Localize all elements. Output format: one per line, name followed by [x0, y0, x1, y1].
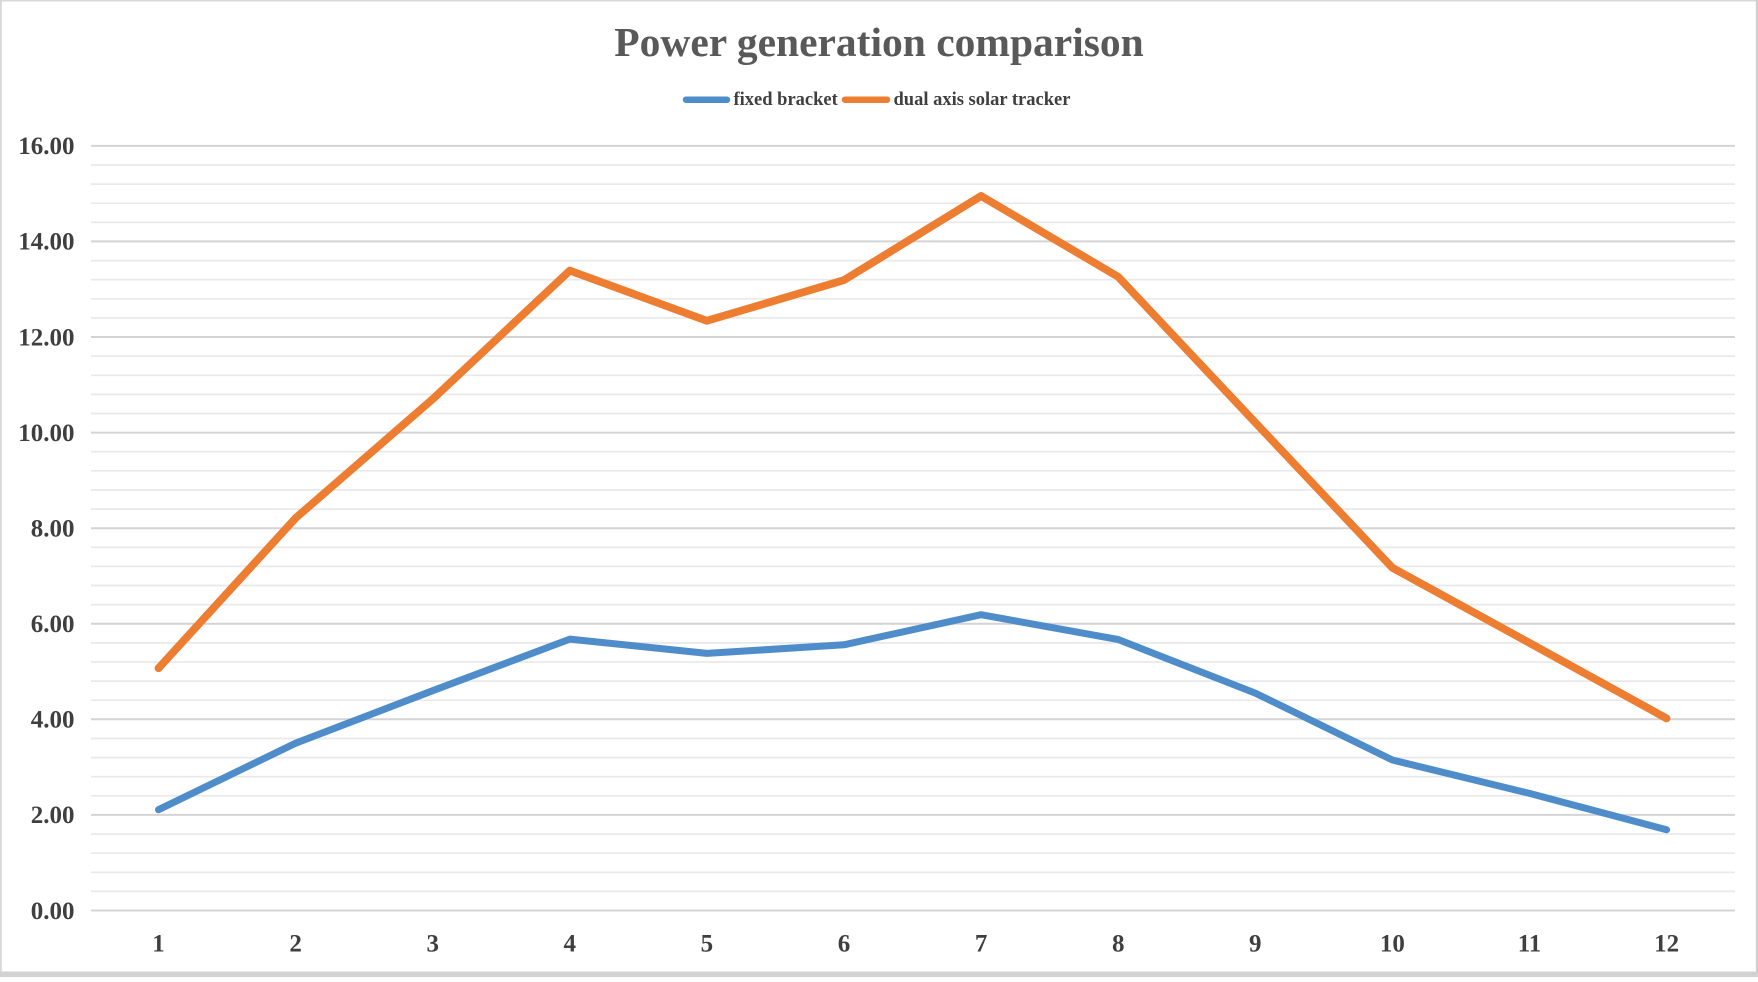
svg-text:16.00: 16.00	[18, 133, 74, 160]
svg-text:11: 11	[1518, 931, 1542, 958]
svg-text:4.00: 4.00	[31, 707, 75, 734]
svg-text:4: 4	[564, 931, 577, 958]
svg-text:Power generation comparison: Power generation comparison	[614, 19, 1143, 65]
svg-text:3: 3	[426, 931, 439, 958]
svg-text:fixed bracket: fixed bracket	[734, 90, 839, 110]
svg-text:0.00: 0.00	[31, 898, 75, 925]
svg-text:6: 6	[838, 931, 851, 958]
svg-text:1: 1	[152, 931, 165, 958]
svg-text:7: 7	[975, 931, 988, 958]
svg-text:10.00: 10.00	[18, 420, 74, 447]
svg-text:2.00: 2.00	[31, 802, 75, 829]
svg-text:9: 9	[1249, 931, 1262, 958]
svg-text:6.00: 6.00	[31, 611, 75, 638]
svg-text:8: 8	[1112, 931, 1125, 958]
svg-text:dual axis solar tracker: dual axis solar tracker	[894, 90, 1071, 110]
svg-text:12: 12	[1654, 931, 1679, 958]
svg-text:12.00: 12.00	[18, 324, 74, 351]
svg-text:8.00: 8.00	[31, 516, 75, 543]
svg-text:10: 10	[1380, 931, 1405, 958]
svg-text:14.00: 14.00	[18, 229, 74, 256]
svg-text:5: 5	[701, 931, 714, 958]
svg-text:2: 2	[289, 931, 302, 958]
